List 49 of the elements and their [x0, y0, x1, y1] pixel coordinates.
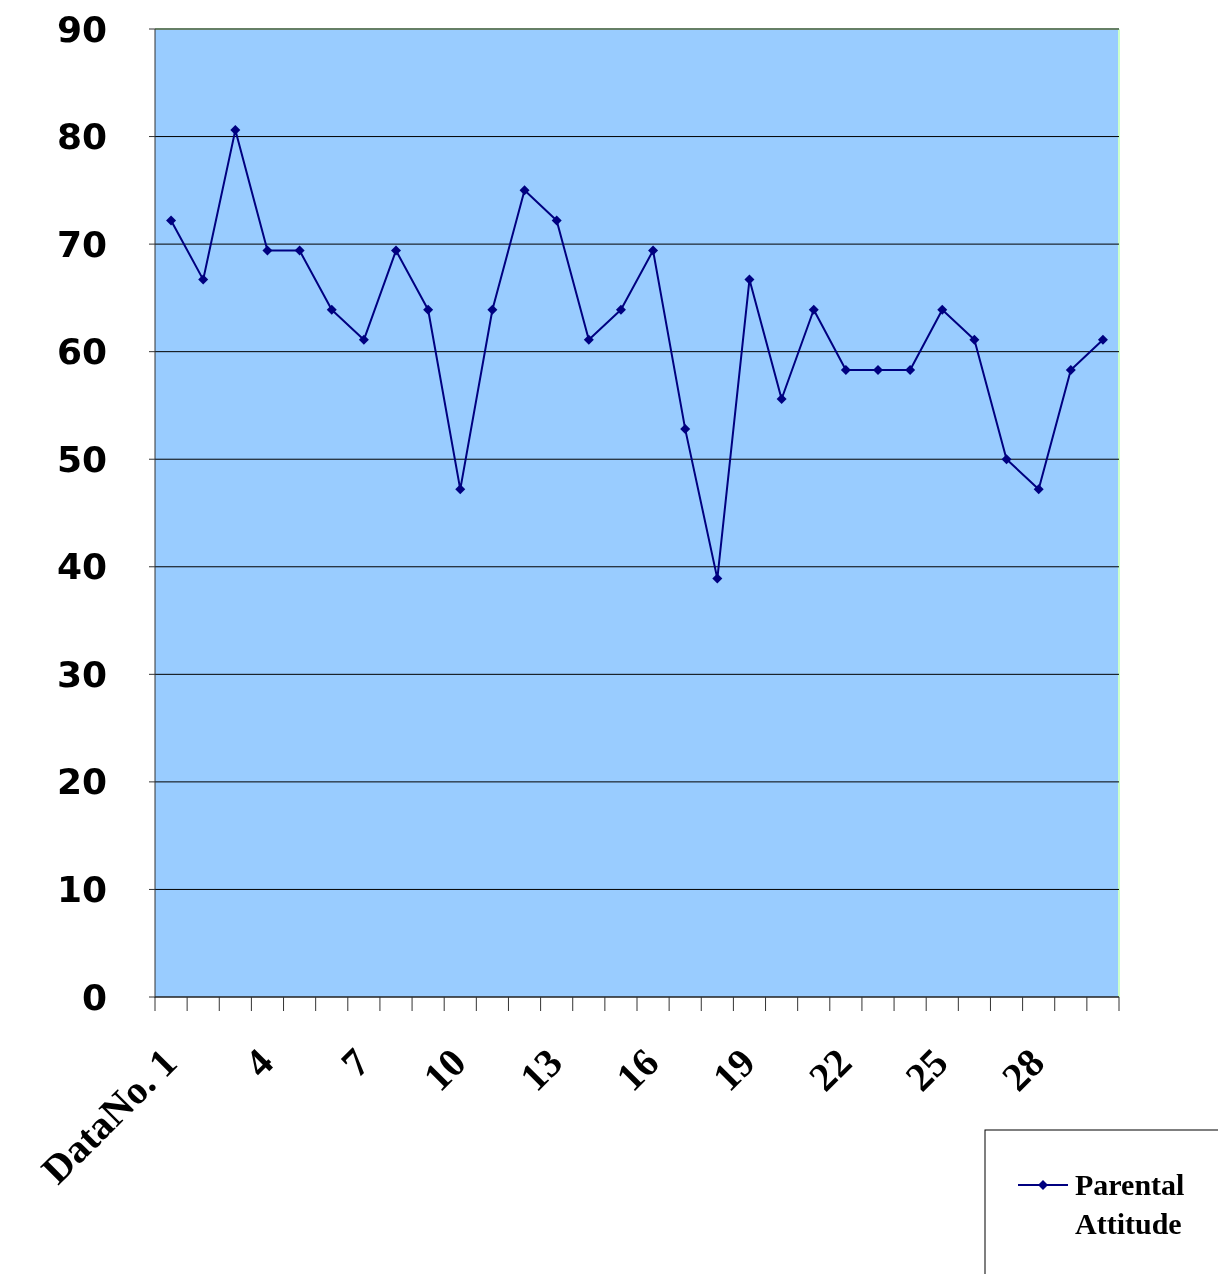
point — [198, 274, 209, 285]
x-tick-label: 4 — [235, 1039, 282, 1086]
x-tick-label: 10 — [414, 1039, 475, 1100]
y-tick-label: 10 — [56, 869, 107, 911]
point — [519, 185, 530, 196]
point — [230, 125, 241, 136]
legend-label: Parental Attitude — [1075, 1168, 1185, 1240]
y-tick-label: 50 — [56, 438, 107, 480]
y-tick-label: 0 — [81, 976, 107, 1018]
y-tick-label: 30 — [56, 653, 107, 695]
x-tick-label: 13 — [510, 1039, 572, 1100]
y-tick-label: 90 — [56, 8, 107, 50]
point — [262, 245, 273, 256]
point — [166, 215, 177, 226]
point — [583, 334, 594, 345]
y-tick-label: 70 — [56, 223, 107, 265]
point — [840, 364, 851, 375]
y-tick-label: 40 — [56, 546, 107, 588]
x-tick-label: 19 — [703, 1039, 764, 1100]
x-tick-label: 28 — [992, 1039, 1054, 1100]
point — [615, 304, 626, 315]
point — [455, 484, 466, 495]
point — [423, 304, 434, 315]
point — [873, 364, 883, 375]
point — [326, 304, 337, 315]
point — [487, 304, 498, 315]
x-tick-label: 16 — [607, 1039, 668, 1100]
point — [1097, 334, 1108, 345]
point — [551, 215, 562, 226]
y-tick-label: 60 — [56, 331, 107, 373]
y-tick-label: 80 — [56, 116, 107, 158]
x-tick-label: 25 — [896, 1039, 957, 1100]
point — [937, 304, 948, 315]
point — [905, 364, 916, 375]
point — [808, 304, 819, 315]
point — [680, 424, 691, 435]
point — [391, 245, 401, 256]
point — [1033, 484, 1044, 495]
point — [358, 334, 369, 345]
point — [969, 334, 980, 345]
point — [1001, 454, 1012, 465]
x-tick-label: 22 — [800, 1039, 861, 1100]
point — [294, 245, 305, 256]
x-tick-label: 7 — [332, 1039, 379, 1086]
point — [776, 393, 787, 404]
y-tick-label: 20 — [56, 761, 107, 803]
point — [712, 573, 723, 584]
point — [648, 245, 659, 256]
point — [1065, 364, 1076, 375]
